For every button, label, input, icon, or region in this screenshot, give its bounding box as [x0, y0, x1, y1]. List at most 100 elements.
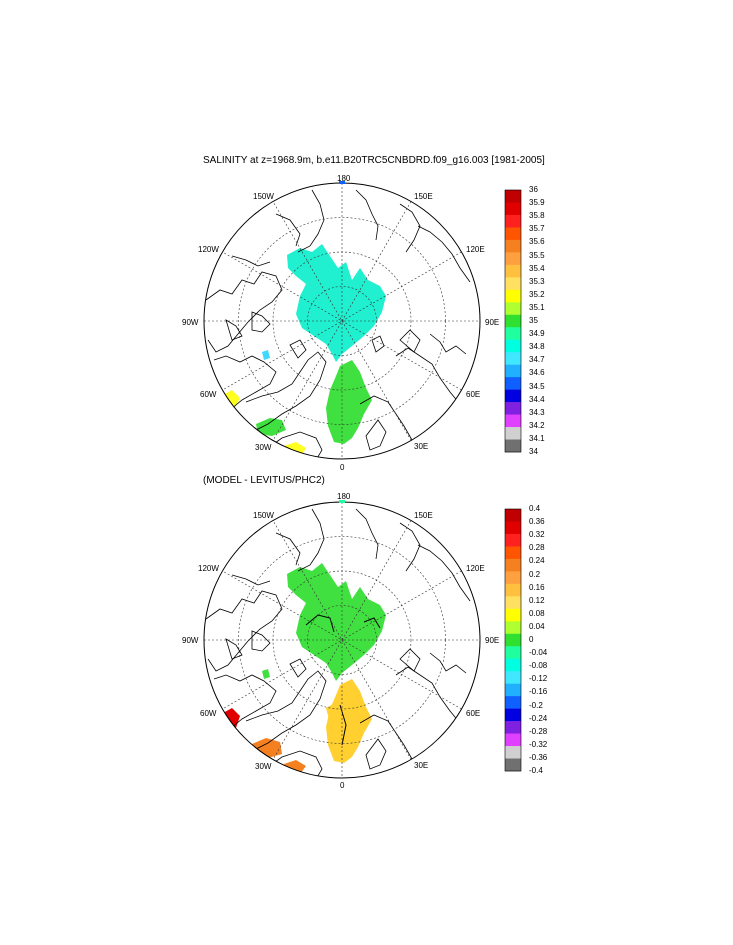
colorbar-swatch	[505, 227, 521, 241]
bottom-lon-30w: 30W	[255, 762, 272, 771]
top-colorbar	[504, 189, 522, 453]
colorbar-swatch	[505, 377, 521, 390]
colorbar-tick-label: 34.3	[529, 407, 545, 417]
colorbar-tick-label: -0.24	[529, 713, 548, 723]
colorbar-tick-label: 35.5	[529, 250, 545, 260]
top-field-nordic-seas	[326, 360, 372, 444]
top-field-cyan-small	[262, 350, 270, 360]
colorbar-tick-label: 0.28	[529, 543, 545, 553]
colorbar-tick-label: -0.16	[529, 687, 548, 697]
colorbar-swatch	[505, 746, 521, 759]
colorbar-tick-label: 0.24	[529, 556, 545, 566]
colorbar-swatch	[505, 646, 521, 660]
colorbar-tick-label: 35.2	[529, 289, 545, 299]
top-field-yellow-60w	[223, 390, 240, 410]
colorbar-swatch	[505, 558, 521, 572]
colorbar-tick-label: 0.36	[529, 517, 545, 527]
colorbar-tick-label: -0.04	[529, 648, 548, 658]
top-lon-150e: 150E	[414, 192, 433, 201]
colorbar-tick-label: 0.08	[529, 608, 545, 618]
top-lon-30e: 30E	[414, 442, 429, 451]
colorbar-swatch	[505, 314, 521, 328]
top-lon-30w: 30W	[255, 443, 272, 452]
colorbar-swatch	[505, 546, 521, 560]
colorbar-swatch	[505, 696, 521, 709]
colorbar-tick-label: -0.2	[529, 700, 543, 710]
bottom-lon-150w: 150W	[253, 511, 274, 520]
colorbar-tick-label: 34.5	[529, 381, 545, 391]
colorbar-swatch	[505, 658, 521, 672]
bottom-lon-60w: 60W	[200, 709, 217, 718]
colorbar-swatch	[505, 721, 521, 734]
colorbar-tick-label: 34.6	[529, 368, 545, 378]
colorbar-tick-label: 34.1	[529, 433, 545, 443]
colorbar-tick-label: -0.32	[529, 739, 548, 749]
top-lon-180: 180	[337, 174, 351, 183]
colorbar-tick-label: 34.7	[529, 355, 545, 365]
colorbar-border	[504, 508, 522, 772]
colorbar-swatch	[505, 414, 521, 428]
colorbar-swatch	[505, 533, 521, 547]
colorbar-tick-label: 0.16	[529, 582, 545, 592]
colorbar-swatch	[505, 596, 521, 610]
top-field-labrador-green	[256, 418, 286, 436]
colorbar-swatch	[505, 352, 521, 365]
colorbar-swatch	[505, 252, 521, 266]
colorbar-swatch	[505, 633, 521, 647]
colorbar-swatch	[505, 239, 521, 253]
top-field-yellow-30w	[284, 442, 306, 458]
colorbar-swatch	[505, 608, 521, 622]
colorbar-swatch	[505, 758, 521, 772]
colorbar-swatch	[505, 621, 521, 635]
colorbar-tick-label: 34	[529, 447, 538, 456]
colorbar-tick-label: 35.7	[529, 224, 545, 234]
colorbar-swatch	[505, 521, 521, 535]
colorbar-tick-label: 36	[529, 185, 538, 194]
colorbar-tick-label: 34.4	[529, 394, 545, 404]
bottom-colorbar	[504, 508, 522, 772]
colorbar-tick-label: 35.8	[529, 211, 545, 221]
bottom-lon-90e: 90E	[485, 636, 500, 645]
colorbar-tick-label: 35.4	[529, 263, 545, 273]
top-lon-90w: 90W	[182, 318, 199, 327]
colorbar-tick-label: -0.12	[529, 674, 548, 684]
top-lon-120e: 120E	[466, 245, 485, 254]
colorbar-swatch	[505, 509, 521, 522]
colorbar-swatch	[505, 708, 521, 722]
colorbar-tick-label: 34.8	[529, 342, 545, 352]
colorbar-tick-label: -0.36	[529, 752, 548, 762]
top-map-title: SALINITY at z=1968.9m, b.e11.B20TRC5CNBD…	[203, 155, 545, 166]
colorbar-swatch	[505, 571, 521, 585]
bottom-field-red-60w	[223, 708, 240, 728]
colorbar-swatch	[505, 683, 521, 697]
top-lon-0: 0	[340, 463, 345, 472]
top-polar-map	[204, 183, 480, 459]
colorbar-swatch	[505, 289, 521, 303]
top-lon-150w: 150W	[253, 192, 274, 201]
colorbar-swatch	[505, 583, 521, 597]
colorbar-tick-label: 35	[529, 316, 538, 325]
colorbar-swatch	[505, 327, 521, 341]
colorbar-tick-label: 35.3	[529, 276, 545, 286]
colorbar-swatch	[505, 339, 521, 353]
colorbar-swatch	[505, 671, 521, 684]
colorbar-swatch	[505, 214, 521, 228]
colorbar-tick-label: 0.2	[529, 569, 541, 579]
top-lon-60w: 60W	[200, 390, 217, 399]
colorbar-tick-label: 0.32	[529, 530, 545, 540]
top-lon-120w: 120W	[198, 245, 219, 254]
bottom-lon-0: 0	[340, 781, 345, 790]
colorbar-swatch	[505, 277, 521, 291]
colorbar-swatch	[505, 427, 521, 440]
bottom-lon-180: 180	[337, 492, 351, 501]
bottom-field-green-small	[262, 669, 270, 679]
top-field-eurasian-basin	[346, 286, 384, 338]
colorbar-tick-label: 0	[529, 635, 534, 644]
colorbar-swatch	[505, 202, 521, 216]
colorbar-swatch	[505, 302, 521, 316]
colorbar-swatch	[505, 190, 521, 203]
bottom-lon-90w: 90W	[182, 636, 199, 645]
colorbar-swatch	[505, 402, 521, 415]
bottom-polar-map	[204, 502, 480, 778]
bottom-lon-150e: 150E	[414, 511, 433, 520]
